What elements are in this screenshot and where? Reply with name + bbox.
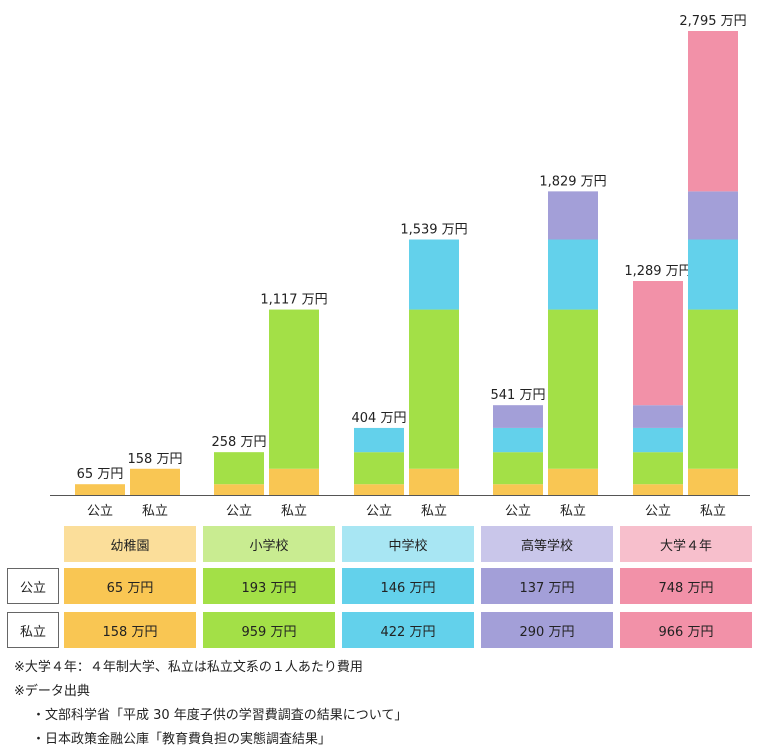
bar-segment [548,309,598,469]
bar-segment [493,452,543,485]
x-tick-label: 私立 [560,504,586,519]
bar-segment [633,405,683,428]
x-tick-label: 公立 [645,504,671,519]
bar-segment [354,452,404,485]
table-cell-private-high-school: 290 万円 [481,612,613,648]
bar-total-label: 258 万円 [212,435,267,450]
table-cell-public-junior-high: 146 万円 [342,568,474,604]
bar-segment [548,191,598,240]
bar-segment [633,281,683,406]
bar-segment [633,427,683,453]
x-tick-label: 公立 [87,504,113,519]
bar-segment [269,468,319,495]
x-tick-label: 私立 [700,504,726,519]
table-cell-public-high-school: 137 万円 [481,568,613,604]
x-tick-label: 私立 [421,504,447,519]
x-tick-label: 私立 [281,504,307,519]
table-cell-public-kindergarten: 65 万円 [64,568,196,604]
bar-segment [688,239,738,310]
bar-segment [214,484,264,495]
bar-total-label: 541 万円 [491,388,546,403]
bar-segment [688,309,738,469]
bar-segment [688,191,738,240]
table-header-university: 大学４年 [620,526,752,562]
table-header-high-school: 高等学校 [481,526,613,562]
table-header-junior-high: 中学校 [342,526,474,562]
bar-segment [493,405,543,428]
bar-segment [409,239,459,310]
bar-segment [688,468,738,495]
note-data-source-heading: ※データ出典 [14,684,90,699]
bar-segment [269,309,319,469]
bar-segment [633,484,683,495]
bar-total-label: 158 万円 [128,452,183,467]
bar-segment [354,484,404,495]
bar-segment [409,309,459,469]
x-tick-label: 私立 [142,504,168,519]
table-header-kindergarten: 幼稚園 [64,526,196,562]
bar-total-label: 2,795 万円 [679,14,746,29]
bar-segment [493,427,543,453]
bar-segment [548,468,598,495]
x-tick-label: 公立 [366,504,392,519]
x-tick-label: 公立 [226,504,252,519]
table-header-elementary: 小学校 [203,526,335,562]
note-source-jfc: ・日本政策金融公庫「教育費負担の実態調査結果」 [32,732,332,747]
table-cell-private-kindergarten: 158 万円 [64,612,196,648]
bar-total-label: 1,117 万円 [260,293,327,308]
bar-total-label: 404 万円 [352,411,407,426]
bar-total-label: 1,539 万円 [400,223,467,238]
bar-total-label: 1,829 万円 [539,174,606,189]
table-cell-public-university: 748 万円 [620,568,752,604]
bar-total-label: 65 万円 [77,467,124,482]
note-source-mext: ・文部科学省「平成 30 年度子供の学習費調査の結果について」 [32,708,408,723]
bar-segment [409,468,459,495]
table-cell-public-elementary: 193 万円 [203,568,335,604]
bar-segment [633,452,683,485]
footnotes: ※大学４年：４年制大学、私立は私立文系の１人あたり費用 ※データ出典 ・文部科学… [14,656,407,752]
bar-segment [354,427,404,453]
table-cell-private-university: 966 万円 [620,612,752,648]
bar-segment [688,31,738,192]
table-cell-private-junior-high: 422 万円 [342,612,474,648]
x-tick-label: 公立 [505,504,531,519]
table-cell-private-elementary: 959 万円 [203,612,335,648]
bar-segment [493,484,543,495]
note-university-definition: ※大学４年：４年制大学、私立は私立文系の１人あたり費用 [14,660,363,675]
bar-segment [548,239,598,310]
table-row-label-public: 公立 [7,568,59,604]
table-row-label-private: 私立 [7,612,59,648]
bar-segment [130,468,180,495]
bar-total-label: 1,289 万円 [624,264,691,279]
bar-segment [75,484,125,495]
bar-segment [214,452,264,485]
